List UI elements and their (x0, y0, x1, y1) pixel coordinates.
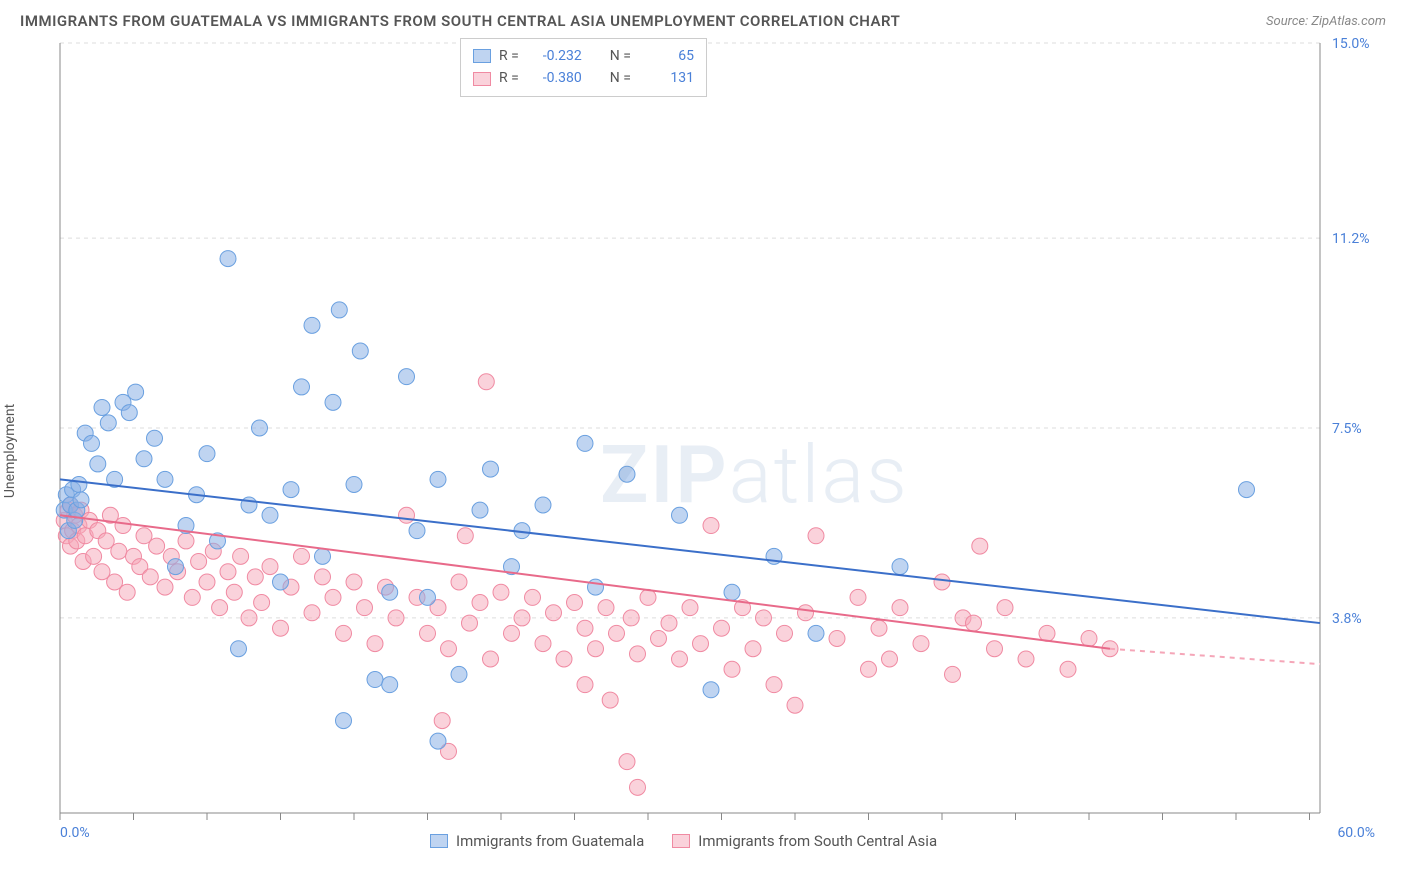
correlation-legend: R = -0.232 N = 65 R = -0.380 N = 131 (460, 38, 707, 97)
swatch-blue-icon (473, 49, 491, 63)
scatter-chart: 3.8% 7.5% 11.2% 15.0% 0.0% 60.0% (20, 38, 1390, 848)
svg-text:60.0%: 60.0% (1337, 825, 1375, 841)
legend-row-pink: R = -0.380 N = 131 (473, 67, 694, 89)
svg-text:3.8%: 3.8% (1332, 611, 1362, 627)
swatch-pink-icon (473, 72, 491, 86)
source-attribution: Source: ZipAtlas.com (1266, 14, 1386, 29)
legend-row-blue: R = -0.232 N = 65 (473, 45, 694, 67)
y-axis-label: Unemployment (2, 404, 18, 498)
svg-text:0.0%: 0.0% (60, 825, 90, 841)
chart-title: IMMIGRANTS FROM GUATEMALA VS IMMIGRANTS … (20, 12, 900, 30)
svg-text:11.2%: 11.2% (1332, 231, 1370, 247)
swatch-pink-icon (672, 834, 690, 848)
legend-item-guatemala: Immigrants from Guatemala (430, 832, 644, 850)
swatch-blue-icon (430, 834, 448, 848)
chart-area: Unemployment ZIPatlas 3.8%7.5%11.2%15.0%… (20, 38, 1390, 848)
legend-item-south-central-asia: Immigrants from South Central Asia (672, 832, 937, 850)
series-legend: Immigrants from Guatemala Immigrants fro… (430, 832, 937, 850)
chart-header: IMMIGRANTS FROM GUATEMALA VS IMMIGRANTS … (0, 0, 1406, 38)
svg-text:7.5%: 7.5% (1332, 421, 1362, 437)
svg-text:15.0%: 15.0% (1332, 38, 1370, 52)
